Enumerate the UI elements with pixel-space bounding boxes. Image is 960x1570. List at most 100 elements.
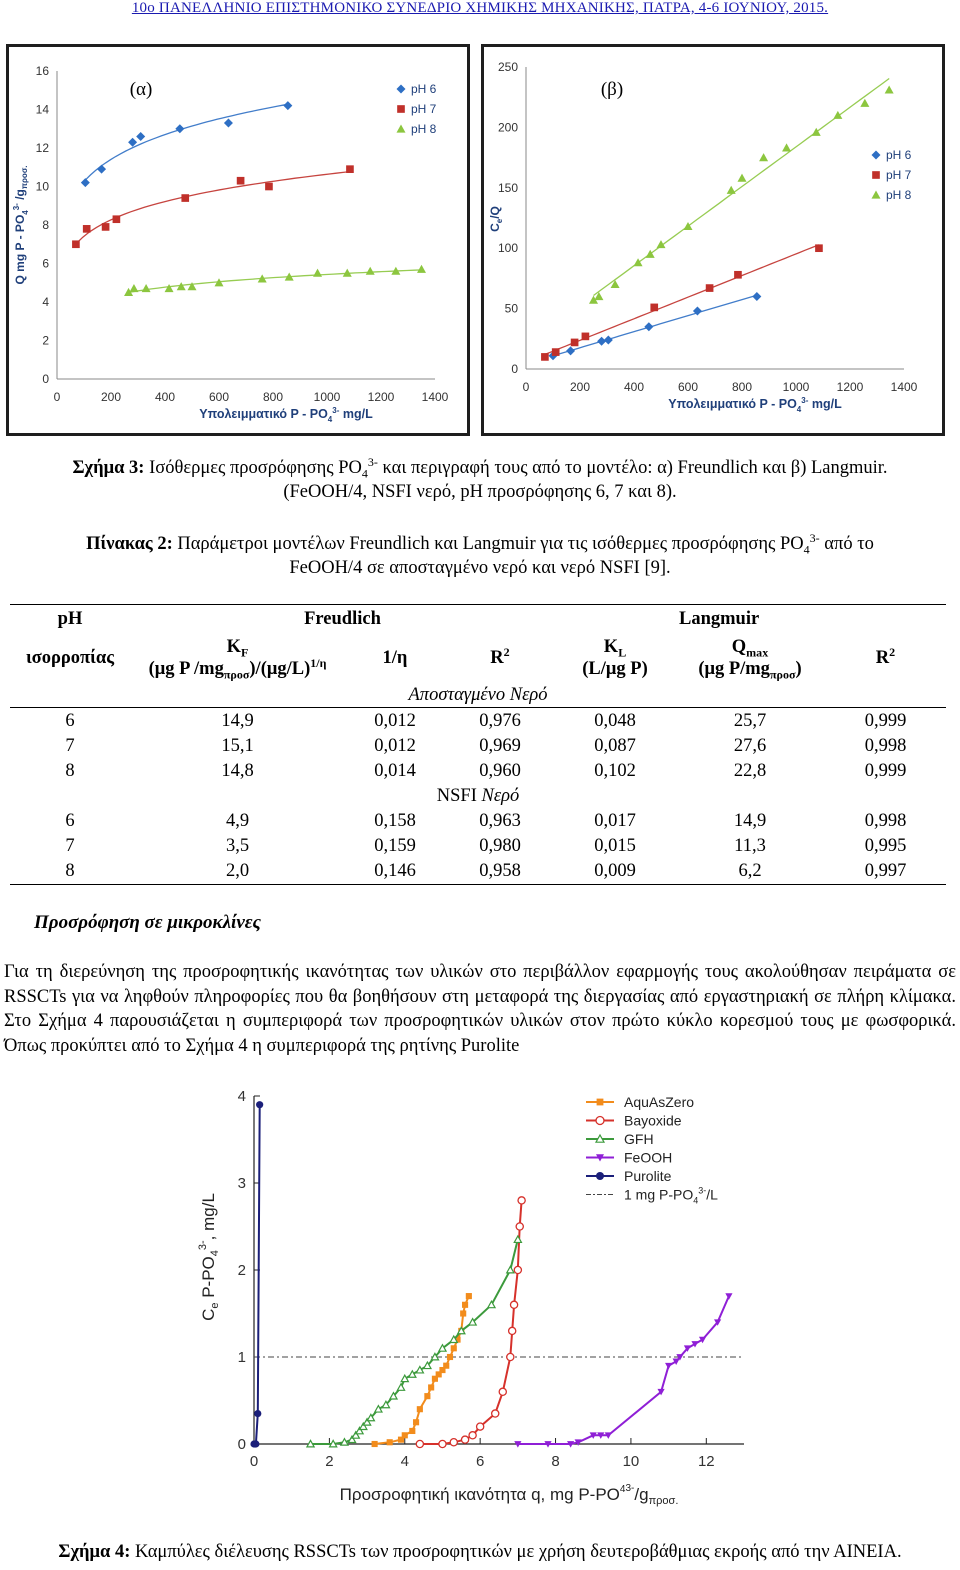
data-point [462,1301,469,1308]
data-point [737,173,747,182]
data-point [644,322,654,332]
table-header-rule [10,707,946,708]
y-axis-label: Q mg P - PO43- /gπροσ. [12,165,30,284]
legend-label: pH 6 [886,148,912,162]
data-point [366,1413,376,1422]
data-point [141,284,151,293]
x-tick-label: 1000 [314,390,341,404]
data-point [305,1439,316,1448]
data-point [509,1300,519,1310]
data-point [570,338,579,347]
legend-marker [396,84,406,94]
y-tick-label: 2 [238,1262,246,1279]
data-point [566,346,576,356]
x-axis-label: Υπολειμματικό P - PO43- mg/L [668,396,842,414]
data-point [506,1352,515,1362]
data-point [136,131,146,141]
legend-label: Purolite [624,1168,672,1184]
data-point [589,295,598,304]
y-tick-label: 6 [42,257,49,271]
x-tick-label: 800 [732,380,752,394]
data-point [456,1326,466,1335]
series-line-gfh [310,1239,519,1445]
data-point [439,1366,446,1374]
data-point [257,274,267,283]
data-point [422,1360,433,1370]
data-point [486,1299,497,1309]
table-row: 8 2,0 0,146 0,958 0,009 6,2 0,997 [65,861,907,881]
data-point [691,1341,699,1348]
legend-label: Bayoxide [624,1113,682,1129]
legend-label: pH 8 [411,122,437,136]
figure-3: 0 2 4 6 8 10 12 14 16 0 200 400 600 800 1000 1200 1400 Υπ… [0,44,960,436]
data-point [112,215,121,224]
header-kl: KL (L/μg P) [582,637,648,679]
data-point [633,258,643,267]
data-point [454,1336,461,1343]
x-tick-label: 0 [250,1453,258,1470]
y-tick-label: 12 [36,141,50,155]
data-point [683,1345,692,1352]
data-point [505,1265,515,1274]
data-point [358,1421,368,1431]
data-point [214,278,224,287]
data-point [551,348,560,356]
data-point [97,164,107,174]
x-tick-label: 600 [678,380,698,394]
data-point [860,98,870,107]
data-point [460,1310,467,1317]
x-tick-label: 1400 [422,390,449,404]
data-point [80,178,90,188]
data-point [811,127,821,136]
data-point [223,118,233,128]
data-point [467,1317,478,1326]
group-nsfi-water: NSFI Νερό [436,786,520,806]
table-row: 7 3,5 0,159 0,980 0,015 11,3 0,995 [65,836,907,856]
data-point [236,176,245,185]
data-point [517,1196,526,1205]
x-tick-label: 1000 [783,380,810,394]
data-point [82,225,91,233]
header-kf: KF (μg P /mgπροσ)/(μg/L)1/η [148,637,327,682]
section-title: Προσρόφηση σε μικροκλίνες [34,912,262,933]
data-point [490,1409,500,1418]
data-point [435,1371,442,1378]
data-point [181,194,190,202]
x-tick-label: 1200 [837,380,864,394]
data-point [833,110,843,119]
y-tick-label: 3 [238,1175,246,1192]
data-point [446,1353,454,1361]
legend-marker [596,1154,604,1162]
group-distilled-water: Αποσταγμένο Νερό [408,685,548,705]
figure-4: 0 1 2 3 4 0 2 4 6 8 10 12 Προσροφητική ικανότητα q, … [190,1082,760,1522]
x-tick-label: 200 [101,390,121,404]
data-point [431,1375,438,1382]
data-point [603,335,613,345]
data-point [514,1441,522,1448]
data-point [101,223,110,231]
data-point [362,1417,372,1426]
data-point [381,1400,391,1409]
x-tick-label: 2 [325,1453,333,1470]
x-tick-label: 200 [570,380,590,394]
data-point [692,306,702,316]
data-point [128,137,138,147]
data-point [415,1439,425,1449]
data-point [714,1319,722,1326]
data-point [129,284,139,293]
x-tick-label: 800 [263,390,283,404]
table-top-rule [10,604,946,605]
data-point [657,1388,665,1396]
langmuir-chart-panel: 0 50 100 150 200 250 0 200 400 600 800 1000 1200 1400… [481,44,945,436]
data-point [507,1326,517,1336]
data-point [725,1293,733,1300]
data-point [734,270,742,279]
data-point [254,1409,262,1418]
x-tick-label: 400 [155,390,175,404]
data-point [650,303,659,312]
data-point [413,1419,420,1426]
data-point [176,282,186,291]
data-point [752,292,762,302]
data-point [449,1334,459,1344]
